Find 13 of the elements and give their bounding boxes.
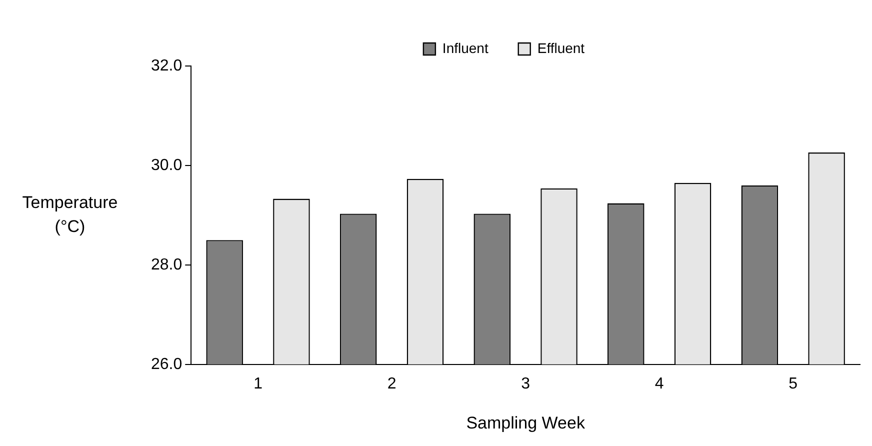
- y-axis-title: Temperature (°C): [22, 192, 118, 236]
- x-tick-label: 5: [788, 375, 798, 392]
- y-tick-label: 32.0: [151, 57, 182, 74]
- legend-label: Influent: [442, 40, 488, 56]
- x-tick-label: 4: [654, 375, 664, 392]
- x-tick-label: 1: [254, 375, 263, 392]
- x-tick-label: 2: [387, 375, 396, 392]
- legend-label: Effluent: [537, 40, 585, 56]
- x-axis-title: Sampling Week: [466, 413, 586, 432]
- y-tick-label: 26.0: [151, 356, 182, 373]
- x-tick-label: 3: [521, 375, 530, 392]
- y-tick-label: 30.0: [151, 156, 182, 174]
- y-tick-label: 28.0: [151, 256, 182, 274]
